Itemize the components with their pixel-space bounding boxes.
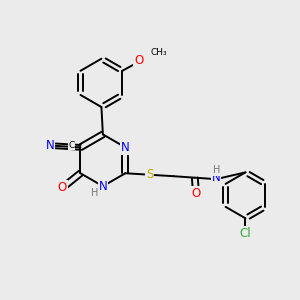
Text: N: N — [46, 140, 55, 152]
Text: O: O — [134, 54, 143, 67]
Text: H: H — [91, 188, 98, 198]
Text: O: O — [58, 181, 67, 194]
Text: CH₃: CH₃ — [150, 48, 167, 57]
Text: N: N — [212, 171, 220, 184]
Text: C: C — [68, 141, 75, 150]
Text: H: H — [213, 165, 220, 175]
Text: N: N — [98, 180, 107, 193]
Text: N: N — [121, 141, 130, 154]
Text: O: O — [192, 187, 201, 200]
Text: Cl: Cl — [240, 226, 251, 239]
Text: S: S — [146, 168, 153, 181]
